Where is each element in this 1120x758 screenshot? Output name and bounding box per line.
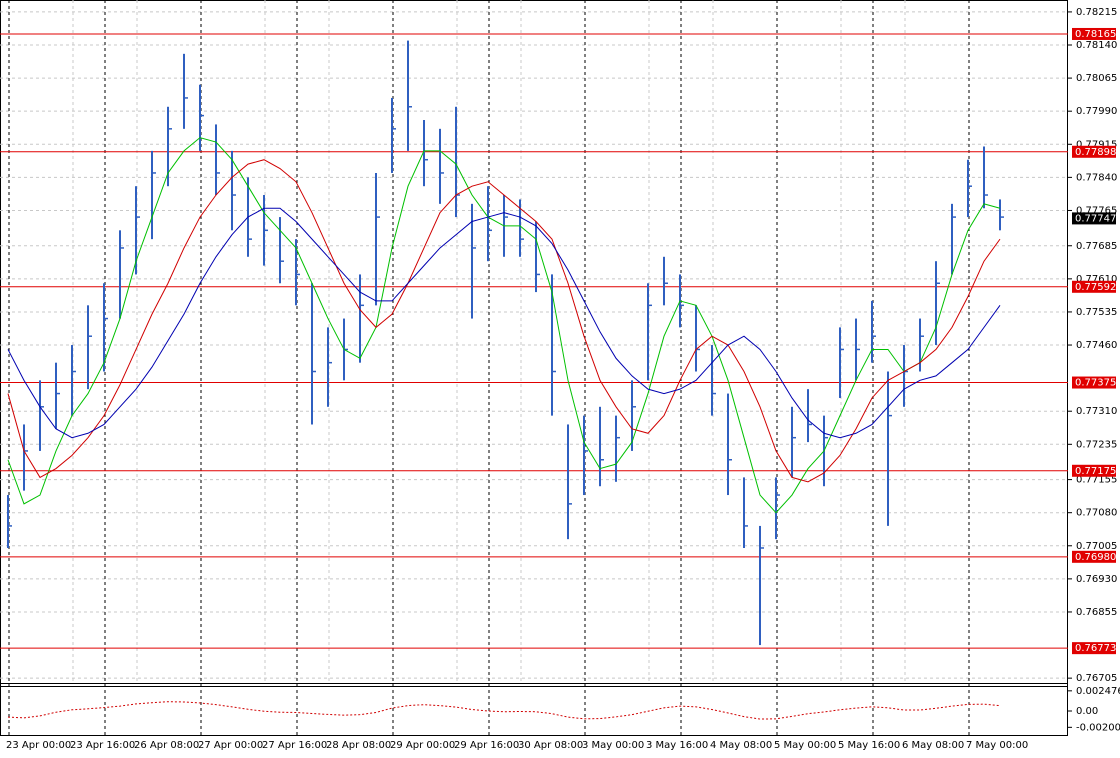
y-tick-label: 0.78140 [1076, 40, 1117, 51]
x-tick-label: 28 Apr 08:00 [326, 740, 391, 751]
y-tick-label: 0.78065 [1076, 73, 1117, 84]
price-level-box [1072, 550, 1116, 563]
y-tick-label: 0.77235 [1076, 439, 1117, 450]
price-level-label: 0.77592 [1075, 282, 1116, 293]
x-tick-label: 27 Apr 16:00 [262, 740, 327, 751]
price-level-label: 0.77175 [1075, 466, 1116, 477]
y-tick-label: 0.00 [1076, 706, 1098, 717]
y-tick-label: 0.77610 [1076, 274, 1117, 285]
x-tick-label: 30 Apr 08:00 [518, 740, 583, 751]
price-level-label: 0.78165 [1075, 29, 1116, 40]
plot-frame [0, 0, 1068, 736]
x-tick-label: 5 May 00:00 [774, 740, 836, 751]
x-tick-label: 23 Apr 00:00 [6, 740, 71, 751]
y-tick-label: 0.77460 [1076, 340, 1117, 351]
y-tick-label: -0.002005 [1076, 722, 1120, 733]
y-tick-label: 0.77840 [1076, 172, 1117, 183]
y-tick-label: 0.002476 [1076, 686, 1120, 697]
x-tick-label: 27 Apr 00:00 [198, 740, 263, 751]
y-tick-label: 0.76855 [1076, 607, 1117, 618]
y-tick-label: 0.77765 [1076, 205, 1117, 216]
price-level-box [1072, 280, 1116, 293]
x-tick-label: 5 May 16:00 [838, 740, 900, 751]
moving-average [7, 159, 1001, 483]
moving-average [7, 137, 1001, 514]
x-tick-label: 29 Apr 00:00 [390, 740, 455, 751]
x-tick-label: 3 May 16:00 [646, 740, 708, 751]
x-tick-label: 26 Apr 08:00 [134, 740, 199, 751]
current-price-label: 0.77747 [1075, 213, 1116, 224]
y-tick-label: 0.77155 [1076, 475, 1117, 486]
x-tick-label: 29 Apr 16:00 [454, 740, 519, 751]
y-tick-label: 0.77915 [1076, 139, 1117, 150]
price-level-box [1072, 464, 1116, 477]
y-tick-label: 0.78215 [1076, 7, 1117, 18]
price-level-box [1072, 642, 1116, 655]
y-tick-label: 0.77005 [1076, 541, 1117, 552]
price-level-box [1072, 376, 1116, 389]
x-tick-label: 23 Apr 16:00 [70, 740, 135, 751]
y-tick-label: 0.77310 [1076, 406, 1117, 417]
price-level-label: 0.76980 [1075, 552, 1116, 563]
x-tick-label: 3 May 00:00 [582, 740, 644, 751]
price-level-box [1072, 145, 1116, 158]
y-tick-label: 0.76930 [1076, 574, 1117, 585]
moving-average [7, 207, 1001, 439]
y-tick-label: 0.77990 [1076, 106, 1117, 117]
x-tick-label: 4 May 08:00 [710, 740, 772, 751]
price-level-label: 0.77898 [1075, 147, 1116, 158]
y-tick-label: 0.76705 [1076, 673, 1117, 684]
y-tick-label: 0.77685 [1076, 241, 1117, 252]
current-price-box [1072, 212, 1116, 225]
oscillator-line [7, 701, 1001, 720]
x-tick-label: 7 May 00:00 [966, 740, 1028, 751]
x-tick-label: 6 May 08:00 [902, 740, 964, 751]
price-level-label: 0.76773 [1075, 643, 1116, 654]
y-tick-label: 0.77080 [1076, 508, 1117, 519]
price-level-label: 0.77375 [1075, 378, 1116, 389]
y-tick-label: 0.77535 [1076, 307, 1117, 318]
price-level-box [1072, 27, 1116, 40]
